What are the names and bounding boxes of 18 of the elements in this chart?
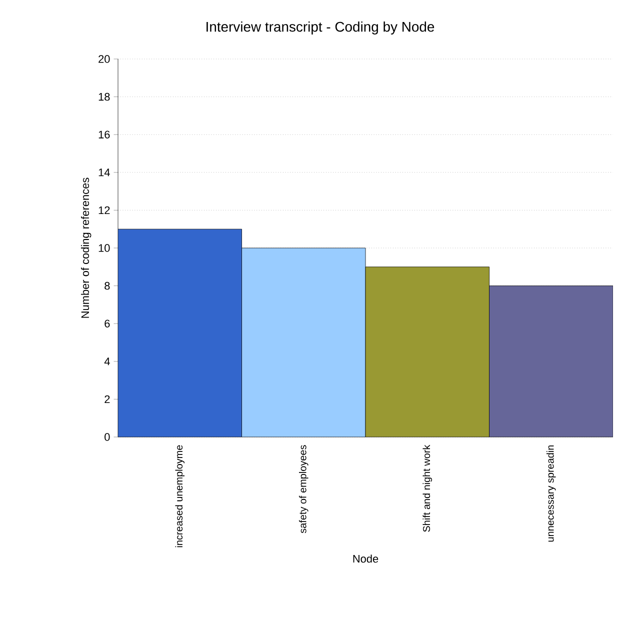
y-tick-label: 20 <box>98 55 110 63</box>
y-tick-label: 18 <box>98 92 110 101</box>
y-tick-label: 16 <box>98 130 110 138</box>
x-axis-title: Node <box>353 554 378 563</box>
y-tick-label: 8 <box>104 282 110 290</box>
chart-title: Interview transcript - Coding by Node <box>206 21 434 34</box>
x-tick-label: safety of employees <box>298 445 308 534</box>
x-tick-label: unnecessary spreadin <box>546 445 556 542</box>
x-tick-label: Shift and night work <box>422 444 432 532</box>
y-tick-label: 0 <box>104 433 110 441</box>
y-axis-title: Number of coding references <box>80 178 92 318</box>
y-tick-label: 6 <box>104 320 110 328</box>
y-tick-label: 14 <box>98 168 110 176</box>
y-tick-label: 2 <box>104 395 110 404</box>
y-tick-label: 10 <box>98 244 110 252</box>
y-tick-label: 4 <box>104 358 110 366</box>
x-tick-label: increased unemployme <box>175 445 185 548</box>
y-tick-label: 12 <box>98 206 110 214</box>
